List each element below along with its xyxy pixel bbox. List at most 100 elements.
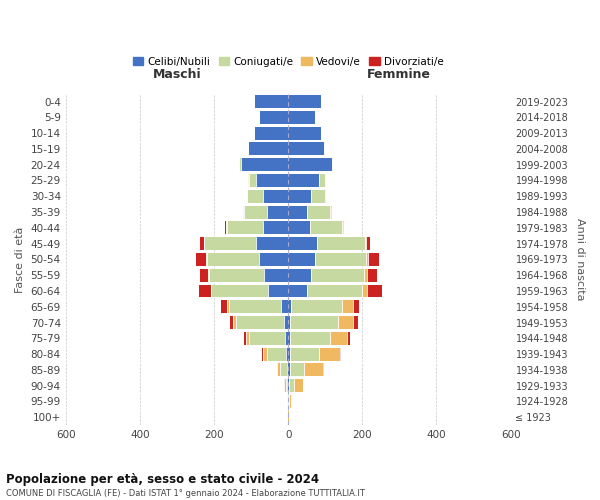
Bar [288, 222, 310, 234]
Legend: Celibi/Nubili, Coniugati/e, Vedovi/e, Divorziati/e: Celibi/Nubili, Coniugati/e, Vedovi/e, Di… [128, 52, 448, 71]
Bar [288, 190, 311, 203]
Bar [338, 316, 353, 329]
Bar [284, 379, 286, 392]
Bar [290, 348, 319, 360]
Bar [288, 348, 290, 360]
Bar [241, 158, 288, 171]
Bar [230, 316, 233, 329]
Bar [259, 111, 288, 124]
Bar [331, 206, 332, 218]
Bar [353, 300, 359, 313]
Bar [221, 300, 227, 313]
Bar [332, 158, 334, 171]
Bar [256, 174, 288, 187]
Bar [323, 364, 324, 376]
Bar [307, 284, 362, 298]
Bar [227, 222, 263, 234]
Bar [342, 300, 353, 313]
Bar [267, 348, 286, 360]
Bar [287, 364, 288, 376]
Bar [286, 379, 287, 392]
Bar [289, 395, 291, 408]
Bar [242, 206, 243, 218]
Bar [280, 364, 287, 376]
Bar [264, 268, 288, 281]
Bar [249, 332, 285, 345]
Bar [225, 222, 226, 234]
Bar [367, 268, 377, 281]
Bar [248, 142, 288, 156]
Bar [263, 222, 288, 234]
Bar [367, 284, 382, 298]
Bar [244, 332, 246, 345]
Bar [196, 253, 206, 266]
Bar [247, 190, 263, 203]
Bar [239, 158, 241, 171]
Bar [209, 268, 264, 281]
Bar [263, 348, 267, 360]
Y-axis label: Anni di nascita: Anni di nascita [575, 218, 585, 300]
Bar [288, 332, 290, 345]
Bar [290, 332, 329, 345]
Bar [288, 111, 315, 124]
Bar [285, 332, 288, 345]
Bar [288, 364, 290, 376]
Bar [311, 190, 325, 203]
Bar [290, 364, 304, 376]
Bar [199, 284, 211, 298]
Bar [281, 300, 288, 313]
Bar [288, 206, 307, 218]
Bar [288, 142, 325, 156]
Bar [347, 332, 350, 345]
Y-axis label: Fasce di età: Fasce di età [15, 226, 25, 292]
Bar [290, 316, 338, 329]
Bar [288, 284, 307, 298]
Bar [340, 348, 341, 360]
Bar [233, 316, 236, 329]
Bar [288, 237, 317, 250]
Bar [288, 253, 315, 266]
Bar [254, 126, 288, 140]
Bar [208, 268, 209, 281]
Bar [266, 206, 288, 218]
Bar [364, 268, 367, 281]
Bar [362, 284, 367, 298]
Bar [307, 206, 331, 218]
Bar [287, 379, 288, 392]
Bar [284, 316, 288, 329]
Bar [268, 284, 288, 298]
Bar [342, 222, 343, 234]
Bar [366, 237, 370, 250]
Bar [294, 379, 303, 392]
Bar [254, 95, 288, 108]
Bar [288, 174, 319, 187]
Bar [259, 253, 288, 266]
Bar [317, 237, 365, 250]
Bar [244, 206, 266, 218]
Bar [277, 364, 280, 376]
Bar [249, 174, 256, 187]
Bar [366, 253, 368, 266]
Bar [246, 332, 249, 345]
Bar [291, 300, 342, 313]
Bar [211, 284, 268, 298]
Bar [365, 237, 366, 250]
Bar [343, 222, 344, 234]
Text: Maschi: Maschi [152, 68, 201, 81]
Bar [229, 300, 281, 313]
Bar [319, 348, 340, 360]
Bar [288, 316, 290, 329]
Bar [206, 253, 259, 266]
Bar [288, 268, 311, 281]
Bar [319, 174, 325, 187]
Bar [315, 253, 366, 266]
Bar [236, 316, 284, 329]
Bar [304, 364, 323, 376]
Bar [256, 237, 288, 250]
Bar [288, 300, 291, 313]
Bar [263, 190, 288, 203]
Bar [353, 316, 358, 329]
Bar [289, 379, 294, 392]
Bar [288, 158, 332, 171]
Bar [288, 126, 321, 140]
